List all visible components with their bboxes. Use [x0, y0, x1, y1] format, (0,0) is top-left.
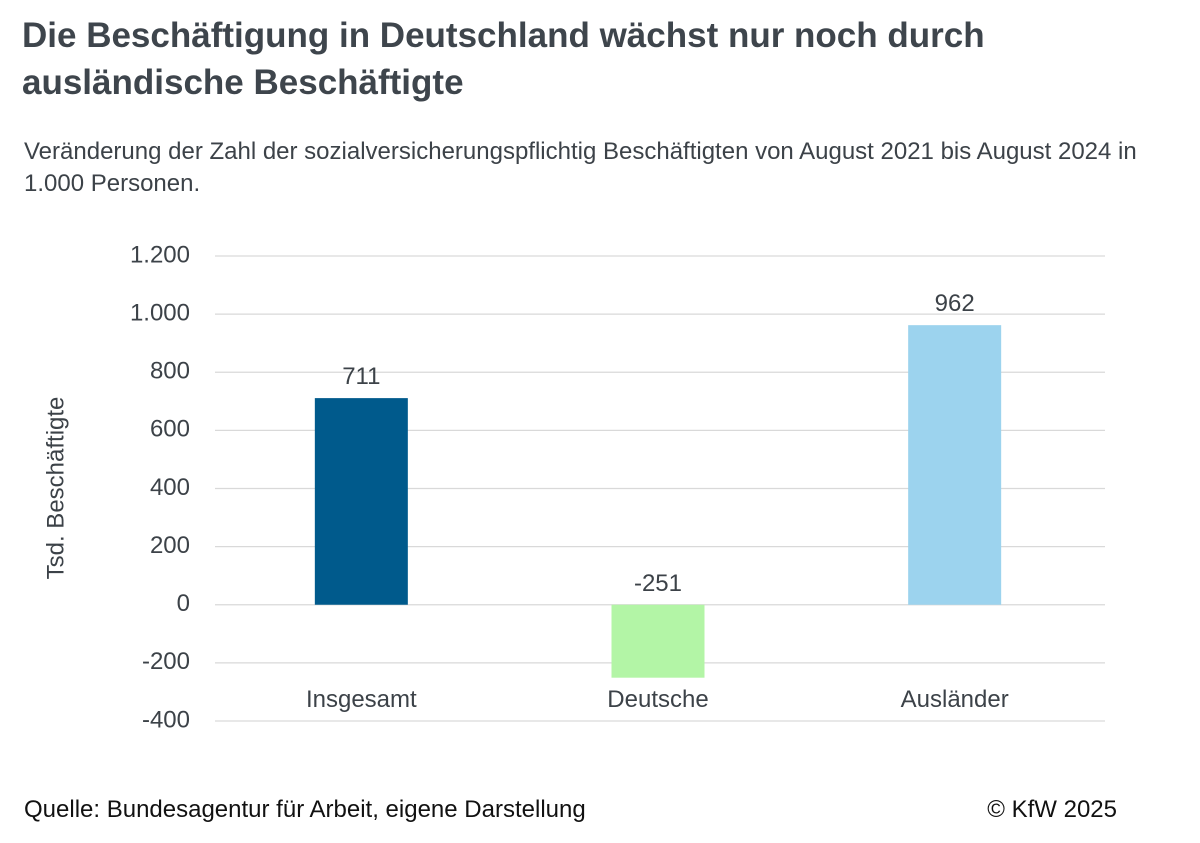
- source-note: Quelle: Bundesagentur für Arbeit, eigene…: [24, 796, 586, 823]
- bar-insgesamt: [314, 398, 408, 605]
- y-axis-title: Tsd. Beschäftigte: [42, 397, 69, 580]
- y-tick-label: 800: [150, 358, 190, 385]
- chart-subtitle: Veränderung der Zahl der sozialversicher…: [24, 138, 1137, 197]
- data-labels: 711 -251 962: [342, 290, 974, 597]
- copyright-note: © KfW 2025: [987, 796, 1117, 823]
- y-axis-tick-labels: -400 -200 0 200 400 600 800 1.000 1.200: [130, 241, 190, 733]
- bar-ausländer: [908, 325, 1002, 605]
- category-labels: Insgesamt Deutsche Ausländer: [306, 686, 1009, 713]
- category-label: Insgesamt: [306, 686, 417, 713]
- y-tick-label: 600: [150, 416, 190, 443]
- y-tick-label: 1.000: [130, 299, 190, 326]
- data-label: 962: [935, 290, 975, 317]
- bars: [314, 325, 1002, 678]
- category-label: Deutsche: [607, 686, 708, 713]
- bar-deutsche: [611, 604, 705, 678]
- y-tick-label: -200: [142, 648, 190, 675]
- category-label: Ausländer: [901, 686, 1009, 713]
- y-tick-label: 200: [150, 532, 190, 559]
- data-label: -251: [634, 570, 682, 597]
- data-label: 711: [342, 363, 380, 390]
- y-tick-label: 1.200: [130, 241, 190, 268]
- y-tick-label: -400: [142, 706, 190, 733]
- chart-title: Die Beschäftigung in Deutschland wächst …: [22, 16, 985, 102]
- y-tick-label: 400: [150, 474, 190, 501]
- y-tick-label: 0: [177, 590, 190, 617]
